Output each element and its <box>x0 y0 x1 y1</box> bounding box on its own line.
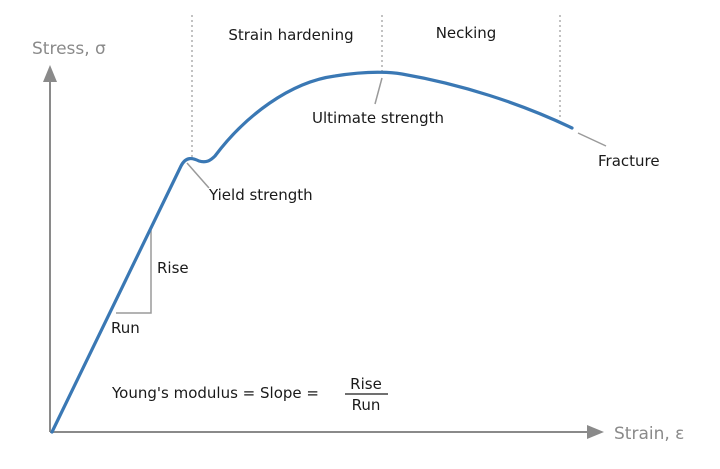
x-axis-arrow <box>587 425 604 439</box>
stress-strain-curve <box>50 70 574 434</box>
strain-hardening-label: Strain hardening <box>228 26 353 44</box>
yield-strength-label: Yield strength <box>208 186 313 204</box>
formula-lhs: Young's modulus = Slope = <box>111 384 319 402</box>
y-axis-label: Stress, σ <box>32 39 106 59</box>
run-label: Run <box>111 319 140 337</box>
fracture-leader-line <box>577 132 607 147</box>
rise-label: Rise <box>157 259 189 277</box>
y-axis-arrow <box>43 65 57 82</box>
necking-label: Necking <box>436 24 497 42</box>
formula-denominator: Run <box>352 396 381 414</box>
fracture-label: Fracture <box>598 152 660 170</box>
ultimate-leader-line <box>374 77 383 105</box>
ultimate-strength-label: Ultimate strength <box>312 109 444 127</box>
slope-triangle <box>116 230 152 314</box>
formula-numerator: Rise <box>350 375 382 393</box>
x-axis-label: Strain, ε <box>614 424 684 444</box>
yield-leader-line <box>186 162 210 189</box>
